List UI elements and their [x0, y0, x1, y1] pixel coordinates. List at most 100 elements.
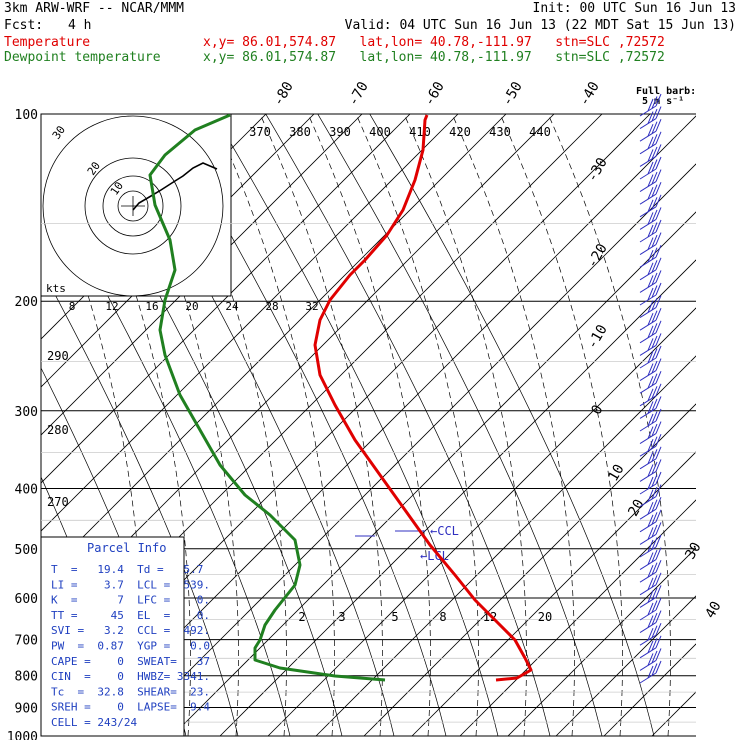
hodograph-ring-label: 30 [50, 123, 68, 141]
skew-temp-label: -30 [584, 155, 611, 185]
wind-barb [639, 194, 662, 218]
wind-barb [639, 471, 662, 495]
hodograph-ring-label: 20 [85, 159, 103, 177]
isotherm [41, 114, 363, 436]
wind-barb [639, 245, 662, 268]
speed-label: 20 [185, 300, 198, 313]
wind-barb [639, 144, 662, 167]
wind-barb [639, 396, 662, 419]
wind-barb [639, 421, 662, 445]
skew-temp-label: -60 [421, 79, 448, 109]
hodograph-ring [84, 157, 182, 255]
isotherm [651, 691, 696, 736]
speed-label: 16 [145, 300, 158, 313]
hodograph-ring-label: 10 [108, 179, 126, 197]
theta-label: 430 [489, 125, 511, 139]
skew-temp-label: 20 [625, 497, 647, 520]
skew-temp-label: -80 [270, 79, 297, 109]
wind-key-title: Full barb: [636, 86, 696, 97]
theta-label: 390 [329, 125, 351, 139]
speed-label: 12 [105, 300, 118, 313]
parcel-info-row: LI = 3.7 LCL = 539. [51, 578, 210, 591]
pressure-label: 500 [15, 543, 38, 558]
hodograph-trace [132, 162, 218, 211]
hodograph-ring [117, 190, 149, 222]
theta-label: 440 [529, 125, 551, 139]
dry-adiabat [317, 114, 603, 736]
pressure-label: 400 [15, 482, 38, 497]
wind-barb [639, 282, 662, 306]
moist-adiabat [259, 114, 383, 736]
wind-barb [639, 635, 662, 659]
isotherm [41, 114, 507, 580]
theta-label: 370 [249, 125, 271, 139]
temperature-legend-info: x,y= 86.01,574.87 lat,lon= 40.78,-111.97… [203, 35, 665, 50]
wind-barb [639, 497, 662, 520]
wind-barb [639, 434, 662, 457]
wind-barb [639, 383, 662, 407]
moist-adiabat [499, 114, 623, 736]
dry-adiabat [369, 114, 655, 736]
dewpoint-legend-label: Dewpoint temperature [4, 50, 161, 65]
isotherm [507, 547, 696, 736]
dry-adiabat [41, 174, 291, 736]
speed-label: 28 [265, 300, 278, 313]
thetae-label: 270 [47, 495, 69, 509]
thetae-label: 290 [47, 349, 69, 363]
parcel-info-row: PW = 0.87 YGP = 0.0 [51, 640, 210, 653]
mixing-ratio-label: 5 [391, 610, 398, 624]
skew-temp-label: 30 [682, 540, 704, 563]
pressure-label: 900 [15, 702, 38, 717]
wind-barb [639, 106, 662, 130]
pressure-label: 800 [15, 670, 38, 685]
parcel-info-row: SREH = 0 LAPSE= 9.4 [51, 701, 210, 714]
skew-temp-label: 40 [702, 599, 724, 622]
wind-barb [639, 119, 662, 142]
dry-adiabat [213, 114, 499, 736]
hodograph-ring [102, 175, 164, 237]
speed-label: 8 [69, 300, 76, 313]
hodograph-panel [40, 113, 232, 297]
isotherm [363, 403, 696, 736]
wind-barb [639, 484, 662, 508]
valid-time: Valid: 04 UTC Sun 16 Jun 13 (22 MDT Sat … [344, 18, 736, 33]
parcel-info-row: SVI = 3.2 CCL = 492. [51, 624, 210, 637]
wind-barb [639, 660, 662, 684]
dewpoint-trace [148, 114, 386, 682]
wind-barb [639, 358, 662, 382]
parcel-info-row: Tc = 32.8 SHEAR= 23. [51, 685, 210, 698]
forecast-hour: 4 h [68, 18, 92, 33]
speed-label: 24 [225, 300, 239, 313]
isotherm [555, 595, 696, 736]
wind-barb [639, 623, 662, 646]
isotherm [459, 499, 696, 736]
speed-label: 32 [305, 300, 318, 313]
parcel-info-row: CELL = 243/24 [51, 716, 137, 729]
parcel-info-row: TT = 45 EL = 0. [51, 609, 210, 622]
thetae-label: 280 [47, 423, 69, 437]
wind-barb [639, 585, 662, 608]
isotherm [700, 36, 740, 736]
pressure-label: 100 [15, 108, 38, 123]
theta-label: 410 [409, 125, 431, 139]
wind-barb [639, 610, 662, 634]
wind-barb [639, 560, 662, 583]
wind-barb [639, 547, 662, 571]
wind-barb [639, 597, 662, 621]
pressure-label: 700 [15, 634, 38, 649]
hodograph-ring [42, 115, 224, 297]
isotherm [603, 643, 696, 736]
parcel-info-panel [40, 536, 185, 737]
hodograph-units: kts [46, 282, 66, 295]
wind-barb [639, 270, 662, 293]
model-title: 3km ARW-WRF -- NCAR/MMM [4, 1, 185, 16]
pressure-label: 600 [15, 592, 38, 607]
wind-barb [639, 572, 662, 596]
isotherm [219, 259, 696, 736]
wind-barb [639, 371, 662, 394]
wind-barb [639, 446, 662, 470]
wind-barb [639, 308, 662, 331]
theta-label: 400 [369, 125, 391, 139]
wind-barb [639, 333, 662, 356]
